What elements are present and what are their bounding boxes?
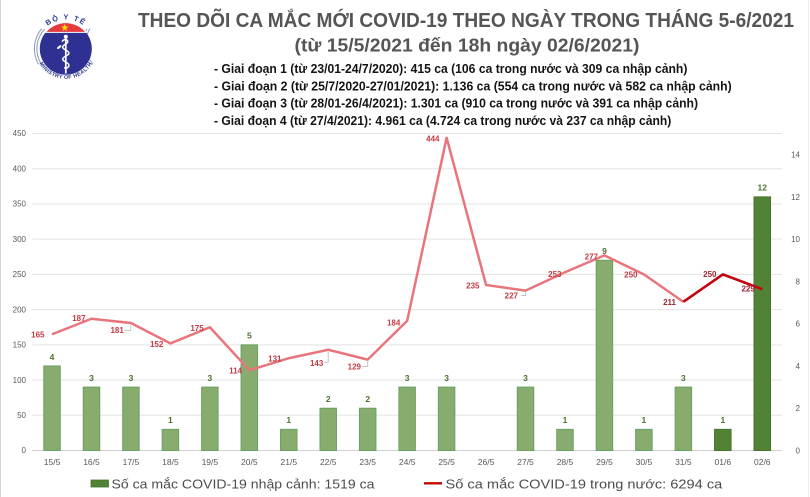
svg-text:211: 211 xyxy=(663,298,676,307)
svg-text:24/5: 24/5 xyxy=(399,457,416,467)
svg-text:8: 8 xyxy=(796,277,801,286)
svg-text:2: 2 xyxy=(796,404,801,413)
svg-text:20/5: 20/5 xyxy=(241,457,258,467)
svg-text:227: 227 xyxy=(505,291,519,300)
svg-text:1: 1 xyxy=(563,415,568,425)
svg-text:131: 131 xyxy=(268,355,282,364)
svg-text:114: 114 xyxy=(229,367,242,376)
svg-text:250: 250 xyxy=(703,270,717,279)
svg-text:4: 4 xyxy=(796,362,801,371)
svg-text:14: 14 xyxy=(791,151,800,160)
svg-text:229: 229 xyxy=(741,285,755,294)
svg-text:150: 150 xyxy=(13,341,27,350)
svg-text:12: 12 xyxy=(758,183,768,193)
svg-text:253: 253 xyxy=(548,270,562,279)
svg-text:01/6: 01/6 xyxy=(715,457,732,467)
svg-text:300: 300 xyxy=(13,235,27,244)
svg-text:0: 0 xyxy=(796,447,801,456)
svg-text:Số ca mắc COVID-19 nhập cảnh:: Số ca mắc COVID-19 nhập cảnh: 1519 ca xyxy=(112,476,375,491)
svg-text:- Giai đoạn 1 (từ 23/01-24/7/2: - Giai đoạn 1 (từ 23/01-24/7/2020): 415 … xyxy=(214,61,687,76)
svg-text:100: 100 xyxy=(13,376,27,385)
svg-text:165: 165 xyxy=(31,331,45,340)
svg-text:15/5: 15/5 xyxy=(44,457,61,467)
svg-text:26/5: 26/5 xyxy=(478,457,495,467)
svg-text:18/5: 18/5 xyxy=(162,457,179,467)
svg-text:250: 250 xyxy=(624,270,638,279)
svg-text:28/5: 28/5 xyxy=(557,457,574,467)
svg-text:187: 187 xyxy=(72,314,86,323)
svg-text:277: 277 xyxy=(585,252,599,261)
svg-text:1: 1 xyxy=(168,415,173,425)
svg-text:1: 1 xyxy=(642,415,647,425)
svg-text:4: 4 xyxy=(50,352,55,362)
svg-text:50: 50 xyxy=(17,411,26,420)
svg-text:143: 143 xyxy=(310,359,324,368)
svg-text:21/5: 21/5 xyxy=(281,457,298,467)
svg-text:3: 3 xyxy=(444,373,449,383)
svg-text:2: 2 xyxy=(365,394,370,404)
svg-text:16/5: 16/5 xyxy=(83,457,100,467)
svg-text:200: 200 xyxy=(13,305,27,314)
svg-text:23/5: 23/5 xyxy=(359,457,376,467)
svg-text:129: 129 xyxy=(348,362,362,371)
svg-text:350: 350 xyxy=(13,200,27,209)
svg-text:19/5: 19/5 xyxy=(202,457,219,467)
svg-text:184: 184 xyxy=(387,318,401,327)
svg-text:THEO DÕI CA MẮC MỚI COVID-19 T: THEO DÕI CA MẮC MỚI COVID-19 THEO NGÀY T… xyxy=(138,8,794,32)
svg-text:02/6: 02/6 xyxy=(754,457,771,467)
svg-text:27/5: 27/5 xyxy=(517,457,534,467)
svg-text:30/5: 30/5 xyxy=(636,457,653,467)
svg-text:- Giai đoạn 3 (từ 28/01-26/4/2: - Giai đoạn 3 (từ 28/01-26/4/2021): 1.30… xyxy=(214,96,698,111)
svg-text:444: 444 xyxy=(426,134,440,143)
svg-text:9: 9 xyxy=(602,246,607,256)
svg-text:1: 1 xyxy=(720,415,725,425)
svg-text:- Giai đoạn 4 (từ 27/4/2021):: - Giai đoạn 4 (từ 27/4/2021): 4.961 ca (… xyxy=(214,113,671,128)
svg-text:181: 181 xyxy=(110,326,124,335)
svg-text:400: 400 xyxy=(13,164,27,173)
svg-text:31/5: 31/5 xyxy=(675,457,692,467)
svg-text:152: 152 xyxy=(150,340,164,349)
svg-text:2: 2 xyxy=(326,394,331,404)
svg-text:250: 250 xyxy=(13,270,27,279)
svg-text:(từ 15/5/2021 đến 18h ngày 02/: (từ 15/5/2021 đến 18h ngày 02/6/2021) xyxy=(295,34,640,55)
svg-text:5: 5 xyxy=(247,331,252,341)
svg-text:- Giai đoạn 2 (từ 25/7/2020-27: - Giai đoạn 2 (từ 25/7/2020-27/01/2021):… xyxy=(214,78,732,93)
svg-text:3: 3 xyxy=(89,373,94,383)
svg-text:235: 235 xyxy=(466,281,480,290)
svg-text:17/5: 17/5 xyxy=(123,457,140,467)
svg-text:6: 6 xyxy=(796,320,801,329)
svg-text:29/5: 29/5 xyxy=(596,457,613,467)
svg-text:Số ca mắc COVID-19 trong nước:: Số ca mắc COVID-19 trong nước: 6294 ca xyxy=(446,476,723,491)
svg-text:3: 3 xyxy=(405,373,410,383)
svg-text:0: 0 xyxy=(22,446,27,455)
svg-text:22/5: 22/5 xyxy=(320,457,337,467)
svg-text:10: 10 xyxy=(791,235,800,244)
svg-text:3: 3 xyxy=(681,373,686,383)
svg-text:3: 3 xyxy=(523,373,528,383)
svg-text:3: 3 xyxy=(129,373,134,383)
svg-text:450: 450 xyxy=(13,129,27,138)
svg-text:12: 12 xyxy=(791,193,800,202)
svg-text:175: 175 xyxy=(190,324,204,333)
svg-text:3: 3 xyxy=(207,373,212,383)
svg-text:25/5: 25/5 xyxy=(438,457,455,467)
svg-text:1: 1 xyxy=(286,415,291,425)
